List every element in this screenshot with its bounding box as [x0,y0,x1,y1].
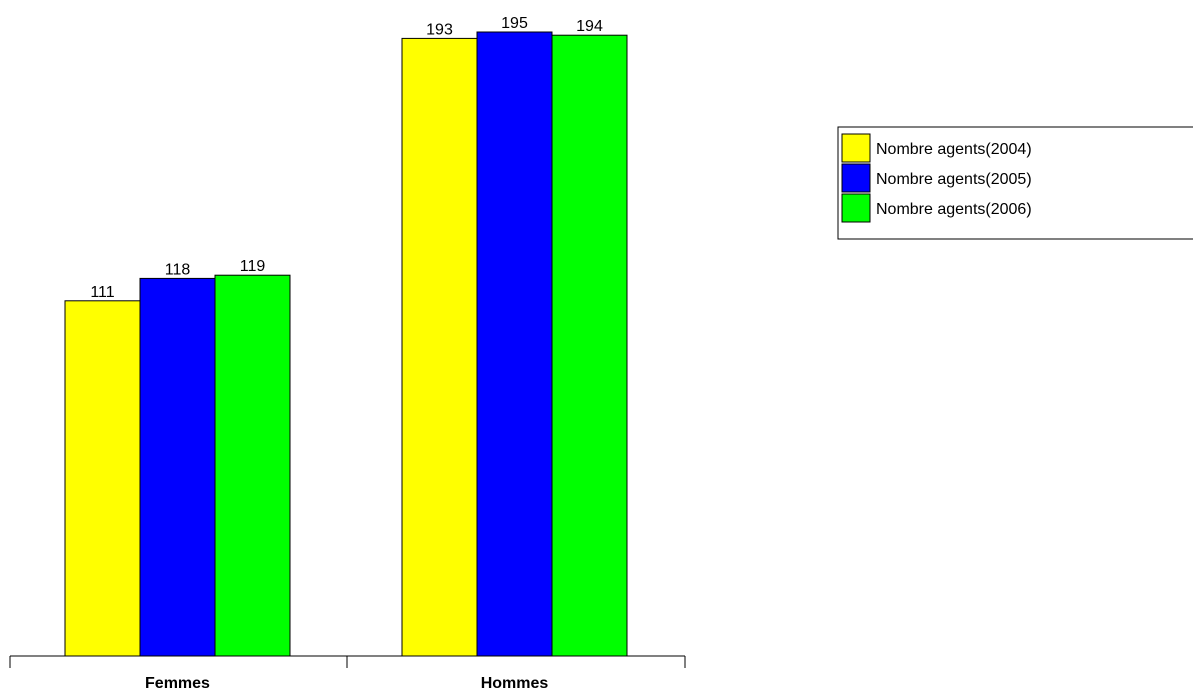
legend-label: Nombre agents(2006) [876,201,1032,218]
x-axis [9,655,686,668]
legend-label: Nombre agents(2005) [876,171,1032,188]
legend-swatch [841,163,871,193]
bar [64,300,141,657]
bars-layer [64,31,628,657]
bar [476,31,553,657]
category-label: Femmes [145,675,210,692]
data-label: 195 [501,15,528,32]
bar [401,37,478,657]
data-label: 194 [576,18,603,35]
bar [551,34,628,657]
legend: Nombre agents(2004) Nombre agents(2005) No… [837,126,1193,240]
data-label: 193 [426,21,453,38]
bar [214,274,291,657]
category-labels-layer: Femmes Hommes [145,675,548,692]
legend-swatch [841,133,871,163]
value-labels-layer: 111 118 119 193 195 194 [90,15,603,301]
category-label: Hommes [481,675,549,692]
data-label: 119 [240,258,266,275]
bar [139,277,216,657]
legend-swatch [841,193,871,223]
legend-label: Nombre agents(2004) [876,141,1032,158]
data-label: 111 [90,284,114,301]
data-label: 118 [165,261,191,278]
legend-frame [837,126,1193,240]
